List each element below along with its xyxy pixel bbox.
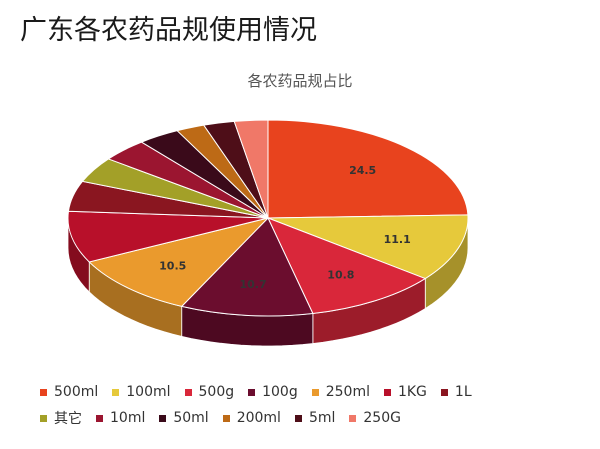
legend-swatch [294, 414, 302, 422]
data-label-100ml: 11.1 [384, 233, 411, 246]
legend-label: 200ml [236, 410, 281, 426]
legend-item-其它: 其它 [40, 408, 82, 428]
slice-100g [180, 217, 314, 317]
legend-label: 其它 [54, 411, 82, 427]
legend-label: 1L [454, 384, 472, 400]
legend-item-100ml: 100ml [112, 384, 171, 400]
page-title: 广东各农药品规使用情况 [20, 15, 317, 46]
data-label-500ml: 24.5 [349, 164, 376, 177]
legend-row: 500ml 100ml 500g 100g 250ml 1KG 1L [40, 384, 580, 400]
slice-250ml [88, 217, 270, 307]
legend-swatch [311, 388, 319, 396]
slice-500g [267, 217, 427, 315]
chart-title: 各农药品规占比 [247, 72, 353, 90]
legend-swatch [383, 388, 391, 396]
slice-1KG [67, 210, 269, 263]
legend-label: 250G [363, 410, 401, 426]
legend-label: 10ml [110, 410, 146, 426]
legend-item-250ml: 250ml [311, 384, 370, 400]
legend-item-500ml: 500ml [40, 384, 98, 400]
legend-label: 100g [262, 384, 298, 400]
legend-item-200ml: 200ml [222, 408, 281, 428]
legend-item-500g: 500g [184, 384, 235, 400]
legend-swatch [349, 414, 357, 422]
legend-swatch [40, 388, 47, 396]
data-label-500g: 10.8 [327, 268, 354, 281]
legend-swatch [248, 388, 256, 396]
legend-label: 1KG [397, 384, 427, 400]
legend-swatch [184, 388, 192, 396]
legend-item-1KG: 1KG [383, 384, 427, 400]
legend-item-50ml: 50ml [159, 408, 209, 428]
legend-label: 500g [198, 384, 235, 400]
legend-swatch [440, 388, 448, 396]
legend-item-5ml: 5ml [294, 408, 336, 428]
slice-500ml [267, 119, 469, 219]
slice-250G [233, 119, 269, 219]
legend-label: 50ml [173, 410, 209, 426]
data-label-250ml: 10.5 [159, 260, 186, 273]
pie-slices [67, 119, 469, 317]
legend-item-100g: 100g [248, 384, 298, 400]
legend-label: 100ml [126, 384, 171, 400]
legend-swatch [40, 414, 47, 422]
legend-swatch [222, 414, 230, 422]
pie-chart: 24.5 11.1 10.8 10.7 10.5 [67, 119, 469, 347]
legend-swatch [96, 414, 103, 422]
legend-swatch [112, 388, 120, 396]
legend-label: 5ml [308, 410, 336, 426]
data-label-100g: 10.7 [240, 278, 267, 291]
slice-100ml [267, 214, 469, 280]
legend-label: 500ml [54, 384, 99, 400]
legend-swatch [159, 414, 167, 422]
legend-item-10ml: 10ml [96, 408, 145, 428]
legend-item-250G: 250G [349, 408, 401, 428]
pie-data-labels: 24.5 11.1 10.8 10.7 10.5 [159, 164, 411, 291]
legend-row: 其它 10ml 50ml 200ml 5ml 250G [40, 408, 580, 428]
legend-label: 250ml [325, 384, 370, 400]
legend-item-1L: 1L [440, 384, 472, 400]
legend: 500ml 100ml 500g 100g 250ml 1KG 1L 其它 10ml 50ml 2… [40, 384, 580, 436]
